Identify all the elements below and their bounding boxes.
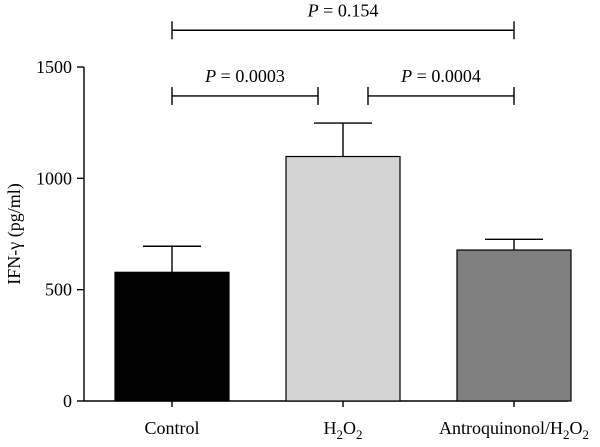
labels: 0 500 1000 1500 IFN-γ (pg/ml) Control H2O2 Antr… [4,0,589,442]
y-tick-label: 1000 [36,168,72,188]
x-category-label: H2O2 [324,418,363,442]
significance-label: P = 0.0004 [400,66,481,86]
y-tick-label: 0 [63,391,72,411]
error-bars [143,122,543,273]
significance-label: P = 0.0003 [204,66,285,86]
y-tick-label: 500 [45,280,72,300]
bar [114,271,230,402]
significance-label: P = 0.154 [307,0,379,20]
bar [285,155,401,402]
significance-brackets [171,21,515,105]
x-category-label: Control [144,418,199,438]
y-axis-label: IFN-γ (pg/ml) [4,183,25,284]
bar [456,249,572,402]
bars [114,155,572,402]
y-tick-label: 1500 [36,57,72,77]
x-category-label: Antroquinonol/H2O2 [439,418,589,442]
